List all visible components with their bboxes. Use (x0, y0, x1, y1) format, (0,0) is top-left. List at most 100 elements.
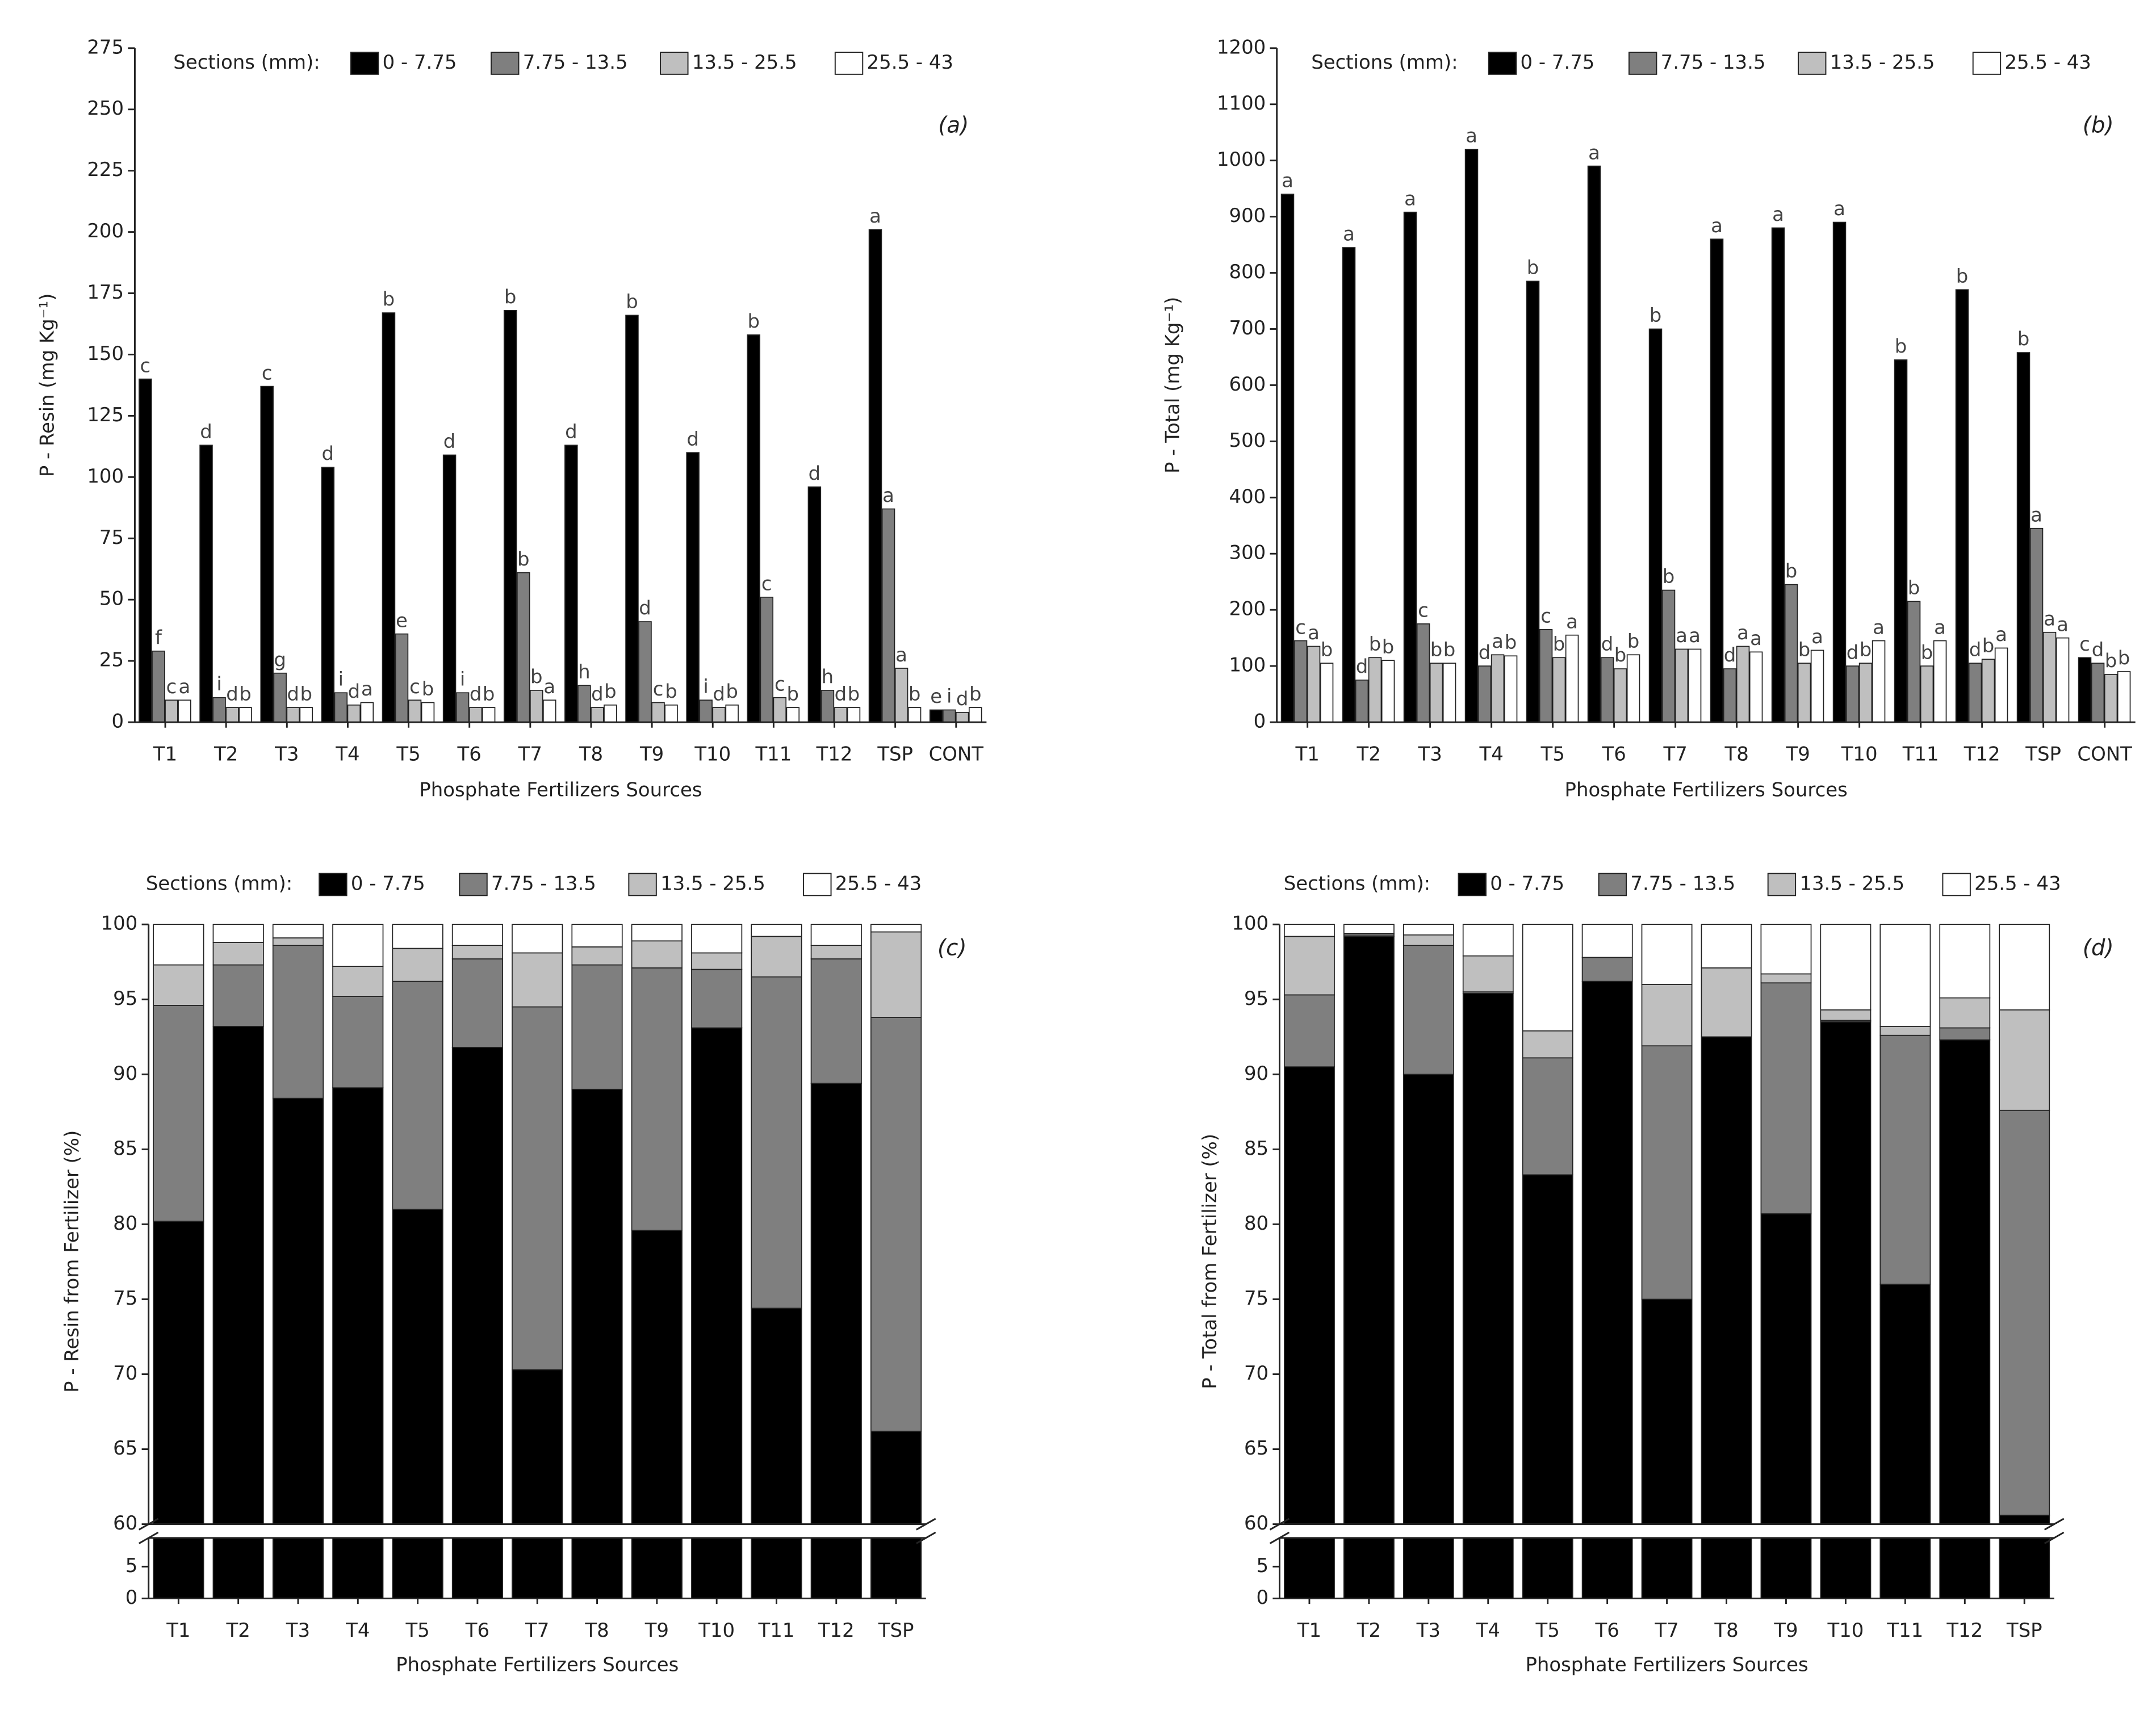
bar (847, 707, 861, 723)
significance-letter: a (1772, 203, 1784, 225)
x-tick-label: T5 (1535, 1619, 1560, 1641)
bar-segment (1641, 984, 1693, 1046)
significance-letter: b (1921, 642, 1933, 664)
bar-segment (272, 924, 324, 938)
bar (564, 445, 578, 723)
bar (2091, 663, 2105, 723)
y-tick-label: 50 (99, 588, 124, 610)
significance-letter: b (1860, 639, 1872, 661)
bar-segment (1403, 924, 1454, 936)
x-tick-label: T4 (335, 743, 359, 765)
axis-break-gap (139, 1526, 158, 1537)
significance-letter: b (1956, 265, 1969, 287)
bar-segment (512, 1369, 563, 1525)
bar-segment (691, 969, 743, 1029)
legend-label: 25.5 - 43 (1974, 872, 2061, 894)
y-tick-label: 70 (1244, 1362, 1269, 1384)
x-tick-label: T4 (345, 1619, 370, 1641)
bar (299, 707, 313, 723)
bar-segment (1522, 1057, 1573, 1176)
y-tick-label: 1100 (1217, 92, 1266, 114)
bar-segment (451, 1537, 503, 1599)
significance-letter: b (517, 548, 530, 570)
significance-letter: b (1443, 639, 1456, 661)
bar (1403, 211, 1417, 723)
bar-segment (272, 945, 324, 1099)
bar-segment (1462, 992, 1514, 1525)
bar (482, 707, 496, 723)
y-tick-label: 100 (101, 912, 138, 934)
bar-segment (571, 964, 623, 1090)
bar (1307, 646, 1321, 723)
bar (273, 672, 287, 723)
significance-letter: b (747, 311, 760, 333)
x-tick-label: T6 (1594, 1619, 1619, 1641)
bar-segment (512, 1006, 563, 1371)
significance-letter: b (422, 678, 434, 700)
y-axis-label: P - Resin (mg Kg⁻¹) (36, 294, 58, 477)
bar (1280, 194, 1295, 723)
bar (1749, 651, 1763, 723)
bar-segment (212, 942, 264, 966)
bar-segment (870, 1537, 922, 1599)
legend-label: 25.5 - 43 (2004, 51, 2091, 73)
bar (395, 633, 409, 723)
bar (1626, 654, 1640, 723)
bar-segment (1701, 1036, 1752, 1525)
bar-segment (1641, 1537, 1693, 1599)
significance-letter: a (179, 676, 191, 698)
significance-letter: c (2079, 633, 2090, 655)
bar-segment (1820, 1009, 1872, 1021)
significance-letter: g (274, 648, 286, 670)
significance-letter: a (1737, 622, 1749, 644)
significance-letter: d (322, 443, 334, 465)
significance-letter: d (226, 683, 238, 705)
significance-letter: a (2044, 607, 2055, 630)
bar (1464, 149, 1479, 723)
bar-segment (1522, 1537, 1573, 1599)
bar (2042, 631, 2057, 723)
y-tick-label: 225 (87, 158, 124, 181)
bar (152, 651, 165, 723)
bar-segment (153, 1004, 204, 1222)
x-tick-label: T4 (1479, 743, 1503, 765)
significance-letter: i (947, 685, 952, 707)
bar-segment (1701, 924, 1752, 969)
axis-break-mark (1269, 1531, 1290, 1544)
bar (1342, 247, 1356, 723)
bar (1661, 589, 1676, 723)
bar-segment (1284, 1066, 1335, 1525)
significance-letter: d (443, 430, 456, 452)
bar-segment (392, 980, 443, 1210)
bar-segment (1760, 1537, 1812, 1599)
bar (712, 707, 726, 723)
x-tick-label: T6 (457, 743, 482, 765)
bar (1933, 640, 1947, 723)
bar-segment (1879, 924, 1931, 1027)
significance-letter: d (1356, 656, 1368, 678)
axis-break-mark (139, 1531, 159, 1544)
bar-segment (1641, 1045, 1693, 1300)
significance-letter: a (1588, 141, 1600, 164)
significance-letter: b (1982, 635, 1995, 657)
legend-label: 25.5 - 43 (867, 51, 953, 73)
bar (516, 572, 530, 723)
bar (1872, 640, 1886, 723)
significance-letter: c (1418, 600, 1429, 622)
significance-letter: c (775, 673, 785, 695)
bar-segment (870, 931, 922, 1018)
y-tick-label: 5 (125, 1554, 138, 1577)
bar-segment (153, 924, 204, 966)
bar-segment (272, 1097, 324, 1525)
legend-swatch (319, 873, 348, 896)
bar-segment (1403, 1074, 1454, 1525)
bar (1710, 238, 1724, 723)
y-tick-label: 1200 (1217, 36, 1266, 58)
legend-swatch (834, 52, 864, 75)
significance-letter: a (2031, 504, 2042, 526)
bar-segment (332, 966, 384, 997)
x-tick-label: T12 (1964, 743, 2000, 765)
bar (408, 699, 422, 723)
significance-letter: a (895, 644, 907, 666)
